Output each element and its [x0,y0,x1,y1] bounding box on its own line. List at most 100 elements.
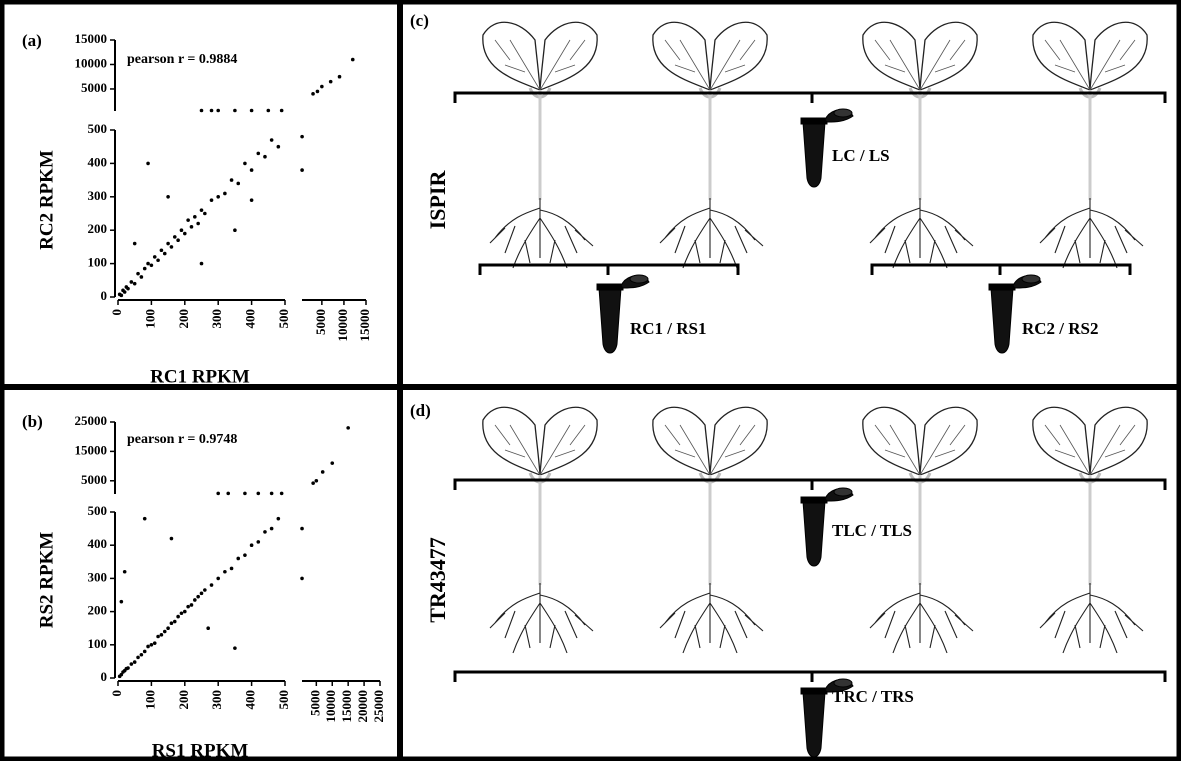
side-label: ISPIR [425,170,450,230]
point [223,191,227,196]
point [300,134,304,139]
plants [453,405,1167,758]
point [169,245,174,249]
panel-label: (d) [410,401,431,420]
point [236,556,241,561]
point [132,660,137,664]
point [216,576,220,581]
point [183,609,187,614]
point [162,251,167,256]
x-tick-label: 5000 [313,309,328,335]
point [276,144,281,149]
y-tick-label: 300 [88,188,108,203]
x-axis-label: RC1 RPKM [150,366,250,387]
point [311,481,315,485]
point [320,84,324,89]
tube-label: RC2 / RS2 [1022,319,1099,338]
point [256,151,261,156]
point [139,275,144,279]
divider [397,0,403,761]
point [269,526,274,531]
point [149,263,154,268]
point [139,652,144,657]
point [119,599,124,604]
point [300,576,304,581]
point [166,241,170,246]
x-tick-label: 300 [209,690,224,710]
point [346,426,350,430]
y-tick-label: 200 [88,603,108,618]
y-tick-label: 400 [88,154,108,169]
diagrams [453,20,1167,758]
point [229,566,234,571]
point [179,228,184,232]
y-tick-label: 25000 [75,413,108,428]
y-tick-label: 400 [88,536,108,551]
point [152,641,157,645]
point [300,168,304,172]
x-axis-label: RS1 RPKM [152,740,249,761]
point [330,461,335,465]
x-tick-label: 500 [276,309,291,329]
point [119,293,124,298]
point [311,92,315,96]
point [256,491,261,496]
tube-label: TLC / TLS [832,521,912,540]
y-tick-label: 15000 [75,442,108,457]
panel-label: (c) [410,11,429,30]
divider [0,384,1181,390]
y-tick-label: 5000 [81,80,107,95]
point [328,79,333,84]
x-tick-label: 15000 [357,309,372,342]
x-tick-label: 200 [176,309,191,329]
y-tick-label: 300 [88,569,108,584]
point [142,649,147,654]
point [249,543,254,547]
x-tick-label: 10000 [323,690,338,723]
point [172,235,177,239]
point [169,621,174,626]
point [300,526,304,531]
point [156,258,160,263]
tube-label: TRC / TRS [832,687,914,706]
point [142,266,147,271]
y-tick-label: 15000 [75,31,108,46]
y-tick-label: 100 [88,255,108,270]
point [243,553,247,557]
point [119,672,124,677]
point [206,626,210,630]
point [166,195,170,199]
y-axis-label: RC2 RPKM [36,150,57,250]
point [263,530,267,534]
point [136,655,140,660]
point [129,280,134,284]
point [203,211,207,216]
x-tick-label: 25000 [371,690,386,723]
y-tick-label: 0 [101,669,108,684]
x-tick-label: 300 [209,309,224,329]
point [315,89,320,94]
point [172,619,177,624]
point [162,629,167,634]
point [229,178,234,182]
point [236,181,241,186]
point [199,108,204,113]
y-axis-label: RS2 RPKM [36,532,57,629]
point [269,138,274,142]
point [209,198,214,202]
point [146,261,150,266]
point [152,255,157,259]
tube-label: RC1 / RS1 [630,319,707,338]
point [193,598,197,602]
point [279,108,284,113]
point [203,588,207,592]
y-tick-label: 200 [88,221,108,236]
point [243,161,247,166]
x-tick-label: 0 [109,690,124,697]
point [193,215,197,219]
point [233,108,237,113]
point [223,569,227,574]
point [149,643,154,647]
point [159,633,164,637]
point [126,286,130,291]
